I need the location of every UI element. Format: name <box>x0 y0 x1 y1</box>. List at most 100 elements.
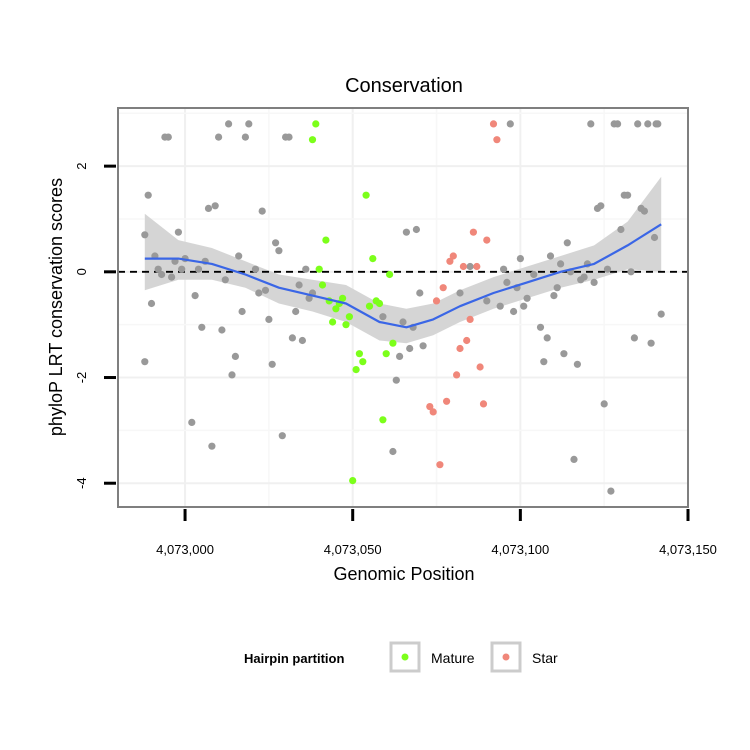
data-point-mature <box>312 120 320 128</box>
data-point-star <box>426 403 434 411</box>
smooth-curve <box>144 223 662 329</box>
data-point-other <box>292 307 300 316</box>
data-point-mature <box>362 191 370 199</box>
data-point-star <box>429 408 437 416</box>
data-point-star <box>479 400 488 408</box>
panel-border <box>117 107 689 508</box>
data-point-other <box>305 294 313 302</box>
data-point-mature <box>382 350 390 358</box>
confidence-band-area <box>144 176 662 344</box>
data-point-other <box>627 268 635 276</box>
data-point-other <box>640 207 649 215</box>
legend-label-mature: Mature <box>431 650 475 666</box>
data-point-other <box>235 252 243 260</box>
data-point-other <box>416 289 424 297</box>
data-point-other <box>241 133 249 141</box>
data-point-other <box>496 302 504 310</box>
data-point-other <box>272 239 280 247</box>
data-point-mature <box>349 477 357 485</box>
data-point-other <box>147 299 156 308</box>
data-point-other <box>657 310 665 318</box>
data-point-other <box>295 281 303 289</box>
data-point-other <box>211 202 219 210</box>
data-point-other <box>573 360 582 368</box>
data-point-mature <box>386 270 394 279</box>
data-point-other <box>302 265 310 273</box>
y-axis: -4 -2 0 2 <box>74 163 116 489</box>
data-point-other <box>164 133 172 141</box>
data-point-other <box>261 286 270 294</box>
data-point-other <box>406 344 414 353</box>
data-point-other <box>550 292 558 300</box>
data-point-other <box>543 334 551 342</box>
data-point-other <box>245 120 253 128</box>
data-point-other <box>520 302 528 310</box>
data-point-other <box>158 270 166 279</box>
data-point-mature <box>352 366 360 374</box>
data-point-other <box>563 239 571 247</box>
data-point-mature <box>389 339 397 347</box>
data-point-other <box>225 120 233 128</box>
data-point-other <box>597 202 605 210</box>
legend-label-star: Star <box>532 650 558 666</box>
data-point-star <box>453 371 461 379</box>
data-point-star <box>456 344 464 353</box>
data-point-other <box>503 278 511 286</box>
data-point-other <box>402 228 410 236</box>
x-tick-label: 4,073,050 <box>324 542 382 557</box>
data-point-other <box>389 447 397 456</box>
confidence-band <box>144 176 662 344</box>
x-tick-label: 4,073,100 <box>491 542 549 557</box>
data-point-other <box>560 350 568 358</box>
data-point-star <box>469 228 477 236</box>
data-point-other <box>419 342 427 350</box>
legend-item-mature: Mature <box>389 641 475 673</box>
data-point-star <box>439 284 447 292</box>
data-point-star <box>489 120 498 128</box>
y-tick-label: -2 <box>74 372 89 384</box>
data-point-mature <box>369 255 377 263</box>
data-point-other <box>228 371 236 379</box>
data-point-other <box>614 120 622 128</box>
legend-dot-mature <box>401 653 409 661</box>
data-point-star <box>449 252 457 260</box>
data-point-star <box>432 297 441 305</box>
data-point-other <box>198 323 206 331</box>
panel-background <box>118 108 688 507</box>
data-point-other <box>379 313 387 321</box>
y-tick-label: -4 <box>74 477 89 489</box>
data-point-mature <box>332 305 340 313</box>
legend-title: Hairpin partition <box>244 651 344 666</box>
data-point-mature <box>329 318 337 326</box>
plot-panel <box>117 107 689 508</box>
data-point-other <box>168 273 176 281</box>
data-point-mature <box>308 136 317 144</box>
data-point-other <box>540 358 548 366</box>
data-point-other <box>654 120 662 128</box>
data-point-star <box>443 397 451 405</box>
data-point-other <box>188 418 196 426</box>
data-point-mature <box>342 321 350 329</box>
data-point-other <box>600 400 608 408</box>
data-point-mature <box>365 302 374 310</box>
legend-dot-star <box>502 653 510 661</box>
data-point-other <box>587 120 595 128</box>
data-point-star <box>466 315 474 323</box>
data-point-other <box>530 270 538 279</box>
data-point-other <box>580 273 588 281</box>
data-point-other <box>178 265 186 273</box>
data-point-other <box>174 228 182 236</box>
data-point-star <box>463 336 471 345</box>
legend: Hairpin partition Mature Star <box>244 641 558 673</box>
data-point-mature <box>345 313 353 321</box>
data-point-other <box>399 318 407 326</box>
data-point-mature <box>355 350 363 358</box>
data-point-other <box>144 191 152 199</box>
data-point-other <box>500 265 508 273</box>
data-point-other <box>483 297 491 305</box>
data-point-other <box>221 276 229 284</box>
data-point-other <box>546 252 555 260</box>
x-tick-label: 4,073,150 <box>659 542 717 557</box>
chart-title: Conservation <box>345 75 463 97</box>
